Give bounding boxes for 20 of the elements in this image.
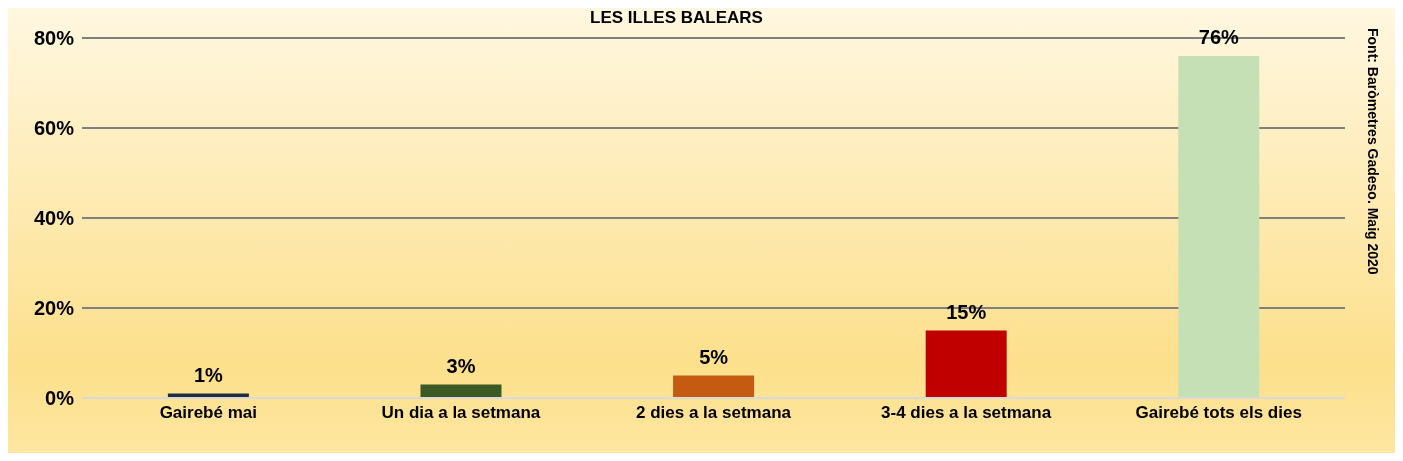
x-tick-label: 2 dies a la setmana bbox=[636, 403, 792, 423]
text: Font: Baròmetres Gadeso. Maig 2020 bbox=[1365, 28, 1381, 275]
data-label: 1% bbox=[193, 363, 224, 386]
bar bbox=[925, 330, 1007, 398]
y-tick-label: 40% bbox=[33, 207, 75, 230]
data-label: 76% bbox=[1198, 26, 1240, 48]
y-tick-label: 20% bbox=[33, 297, 75, 320]
data-label: 3% bbox=[446, 354, 476, 377]
data-label: 5% bbox=[699, 345, 729, 368]
data-label: 15% bbox=[946, 300, 987, 323]
x-tick-label: Gairebé tots els dies bbox=[1135, 403, 1302, 423]
y-tick-label: 80% bbox=[33, 27, 75, 50]
chart-title: LES ILLES BALEARS bbox=[590, 8, 763, 27]
x-tick-label: Un dia a la setmana bbox=[381, 403, 541, 423]
y-tick-label: 0% bbox=[45, 387, 75, 410]
x-tick-label: 3-4 dies a la setmana bbox=[881, 403, 1052, 423]
x-tick-label: Gairebé mai bbox=[159, 403, 257, 423]
y-tick-label: 60% bbox=[33, 117, 75, 140]
bar bbox=[673, 375, 755, 398]
bar bbox=[1178, 56, 1260, 398]
